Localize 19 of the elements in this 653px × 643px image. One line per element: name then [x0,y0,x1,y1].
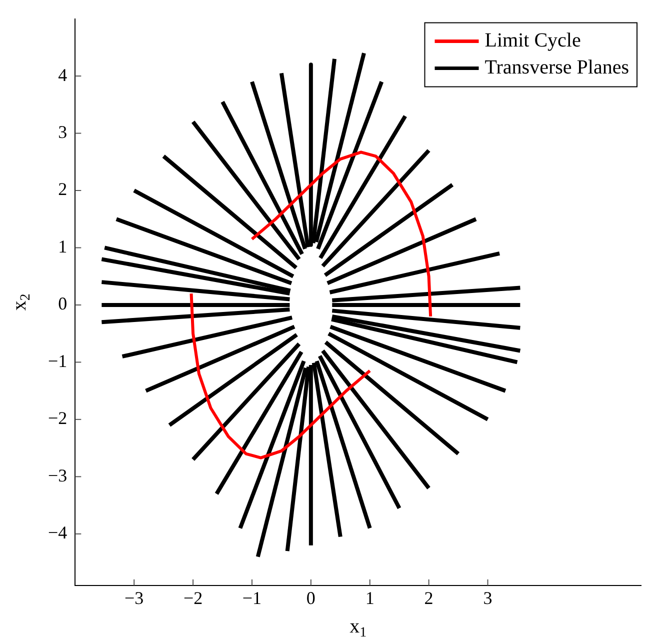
x-tick-label: −3 [124,588,144,608]
y-tick-label: 4 [58,64,68,85]
legend-label: Limit Cycle [484,30,581,52]
x-tick-label: −1 [242,588,262,608]
x-tick-label: −2 [183,588,203,608]
x-tick-label: 3 [483,588,492,608]
y-tick-label: 2 [58,179,68,200]
y-axis-title: x2 [8,294,34,311]
y-tick-label: 1 [58,236,68,256]
y-tick-label: −4 [48,522,68,543]
x-tick-label: 0 [306,588,316,608]
y-tick-label: 3 [58,122,68,142]
y-tick-label: 0 [58,294,68,314]
y-tick-label: −1 [48,350,68,371]
x-tick-label: 2 [424,588,434,608]
legend-label: Transverse Planes [484,56,630,79]
x-tick-label: 1 [365,588,374,608]
y-tick-label: −2 [48,408,68,428]
y-tick-label: −3 [48,465,68,486]
